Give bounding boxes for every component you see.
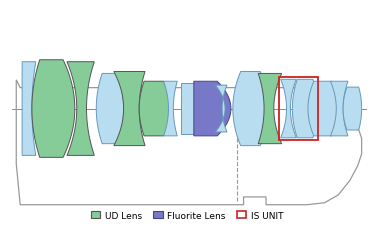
Polygon shape	[114, 72, 145, 146]
Polygon shape	[330, 82, 348, 136]
Polygon shape	[308, 82, 339, 136]
Polygon shape	[139, 82, 171, 136]
Polygon shape	[22, 62, 36, 156]
Polygon shape	[96, 74, 123, 144]
Legend: UD Lens, Fluorite Lens, IS UNIT: UD Lens, Fluorite Lens, IS UNIT	[91, 211, 283, 220]
Polygon shape	[280, 80, 296, 138]
Bar	[279, 78, 318, 140]
Polygon shape	[215, 86, 227, 132]
Polygon shape	[194, 82, 231, 136]
Polygon shape	[258, 74, 282, 144]
Polygon shape	[181, 84, 195, 134]
Polygon shape	[343, 88, 362, 131]
Polygon shape	[163, 82, 177, 136]
Polygon shape	[67, 62, 94, 156]
Polygon shape	[233, 72, 268, 146]
Polygon shape	[292, 80, 318, 138]
Polygon shape	[32, 61, 75, 158]
